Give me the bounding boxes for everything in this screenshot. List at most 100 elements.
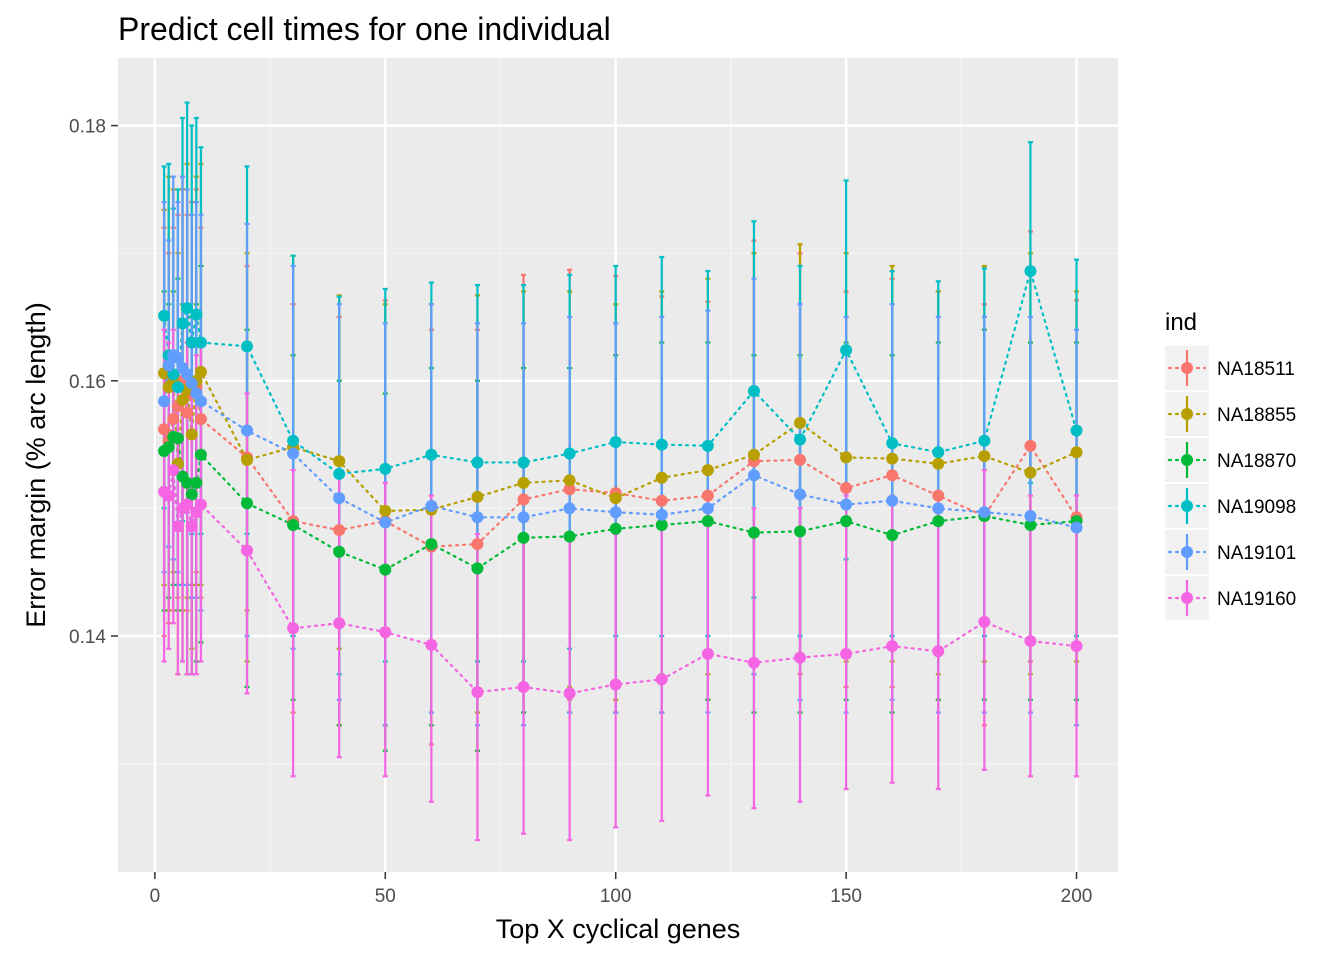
point-na19101 [471, 511, 484, 524]
point-na19101 [287, 447, 300, 460]
point-na19160 [978, 615, 991, 628]
point-na18870 [1024, 518, 1037, 531]
point-na19098 [978, 434, 991, 447]
point-na19098 [609, 436, 622, 449]
point-na19101 [425, 499, 438, 512]
point-na18870 [162, 441, 175, 454]
x-axis-title: Top X cyclical genes [496, 914, 741, 944]
point-na18855 [840, 451, 853, 464]
point-na18511 [167, 413, 180, 426]
point-na18870 [190, 476, 203, 489]
legend-key-point [1181, 408, 1193, 420]
point-na18511 [932, 489, 945, 502]
point-na19098 [794, 433, 807, 446]
legend-item-na18511: NA18511 [1165, 346, 1295, 390]
point-na19101 [194, 395, 207, 408]
point-na19098 [471, 456, 484, 469]
point-na18511 [471, 538, 484, 551]
point-na19160 [747, 656, 760, 669]
point-na19098 [747, 385, 760, 397]
y-tick-label: 0.14 [69, 627, 106, 648]
point-na19160 [185, 520, 198, 533]
point-na19101 [563, 502, 576, 515]
point-na19098 [171, 381, 184, 394]
point-na19098 [701, 439, 714, 452]
point-na19160 [171, 520, 184, 533]
point-na19160 [886, 640, 899, 653]
point-na19101 [241, 424, 254, 437]
legend-item-na19160: NA19160 [1165, 576, 1296, 620]
point-na18870 [181, 476, 194, 489]
point-na18511 [701, 489, 714, 502]
point-na19101 [181, 368, 194, 381]
point-na18870 [241, 497, 254, 510]
point-na19098 [333, 467, 346, 480]
legend-label-na19098: NA19098 [1217, 497, 1296, 518]
series-layer [158, 101, 1083, 842]
point-na19160 [840, 647, 853, 660]
y-tick-label: 0.16 [69, 372, 106, 393]
legend-item-na18855: NA18855 [1165, 392, 1296, 436]
x-axis: 0 50 100 150 200 [150, 872, 1092, 907]
point-na18855 [517, 476, 530, 489]
point-na19098 [655, 438, 668, 451]
point-na18855 [794, 416, 807, 429]
point-na19160 [287, 622, 300, 635]
point-na19098 [840, 344, 853, 357]
point-na18855 [241, 453, 254, 466]
point-na19101 [185, 377, 198, 390]
legend-item-na19098: NA19098 [1165, 484, 1296, 528]
point-na19098 [563, 447, 576, 460]
point-na19098 [517, 456, 530, 469]
point-na19098 [287, 434, 300, 447]
point-na18870 [609, 522, 622, 535]
point-na18870 [171, 432, 184, 445]
point-na18855 [1024, 466, 1037, 479]
point-na19101 [978, 506, 991, 519]
point-na19160 [471, 686, 484, 699]
legend-item-na19101: NA19101 [1165, 530, 1296, 574]
point-na18870 [655, 518, 668, 531]
point-na19160 [932, 645, 945, 658]
point-na19098 [167, 368, 180, 381]
point-na19101 [794, 488, 807, 501]
x-tick-label: 100 [600, 886, 632, 907]
point-na19098 [886, 437, 899, 450]
plot-panel [118, 58, 1118, 872]
x-tick-label: 50 [375, 886, 396, 907]
point-na19101 [886, 494, 899, 507]
point-na19098 [932, 446, 945, 459]
y-tick-label: 0.18 [69, 117, 106, 138]
point-na18855 [701, 464, 714, 477]
point-na18870 [379, 563, 392, 576]
y-axis-title: Error margin (% arc length) [21, 302, 51, 628]
series-points [158, 265, 1083, 700]
legend-key-point [1181, 454, 1193, 466]
point-na19098 [185, 336, 198, 349]
legend-label-na18855: NA18855 [1217, 405, 1296, 426]
point-na19101 [1024, 510, 1037, 523]
point-na19101 [701, 502, 714, 515]
x-tick-label: 150 [830, 886, 862, 907]
point-na19098 [1024, 265, 1037, 278]
point-na18855 [978, 450, 991, 463]
point-na19098 [158, 309, 171, 322]
chart-title: Predict cell times for one individual [118, 11, 611, 47]
point-na19098 [379, 462, 392, 475]
point-na19160 [1024, 635, 1037, 648]
point-na18870 [471, 562, 484, 575]
point-na19160 [333, 617, 346, 630]
point-na18855 [471, 490, 484, 503]
x-tick-label: 0 [150, 886, 161, 907]
point-na19160 [167, 464, 180, 477]
point-na18870 [794, 525, 807, 538]
point-na18855 [185, 428, 198, 441]
legend-label-na18870: NA18870 [1217, 451, 1296, 472]
point-na19160 [425, 638, 438, 651]
legend-item-na18870: NA18870 [1165, 438, 1296, 482]
point-na19160 [563, 687, 576, 700]
legend: ind NA18511NA18855NA18870NA19098NA19101N… [1165, 309, 1296, 620]
point-na19160 [194, 498, 207, 511]
point-na18511 [333, 524, 346, 537]
